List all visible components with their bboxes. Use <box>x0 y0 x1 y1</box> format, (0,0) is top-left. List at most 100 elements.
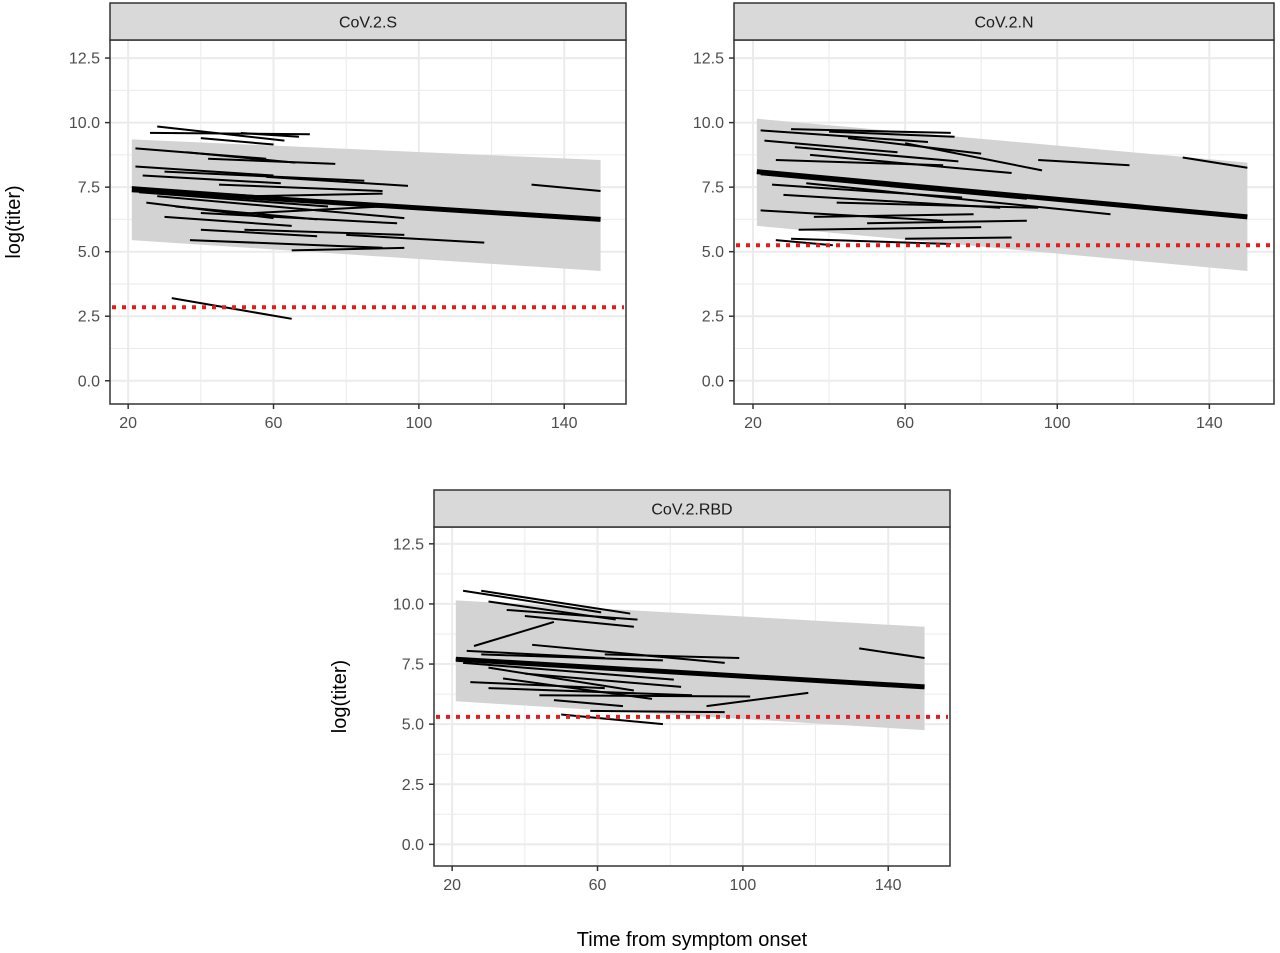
x-tick-label: 20 <box>119 415 137 432</box>
y-tick-label: 12.5 <box>693 51 724 68</box>
trajectory-line <box>791 128 951 134</box>
trajectory-line <box>867 219 1027 225</box>
x-tick-label: 100 <box>1044 415 1071 432</box>
trajectory-line <box>809 153 1012 174</box>
individual-trajectories <box>760 128 1248 247</box>
trajectory-line <box>208 157 336 165</box>
y-tick-label: 7.5 <box>702 180 724 197</box>
trajectory-line <box>590 709 725 714</box>
facet-title: CoV.2.N <box>975 15 1034 32</box>
y-tick-label: 0.0 <box>78 373 100 390</box>
y-tick-label: 5.0 <box>402 717 424 734</box>
panel-2: CoV.2.N 0.0 2.5 5.0 7.5 10.0 12.5 20 60 100 140 <box>693 2 1275 432</box>
x-tick-label: 140 <box>1196 415 1223 432</box>
y-tick-label: 7.5 <box>78 180 100 197</box>
trajectory-line <box>806 182 1111 216</box>
trajectory-line <box>706 691 809 708</box>
trajectory-line <box>488 687 693 697</box>
population-fit-line <box>131 187 601 222</box>
trajectory-line <box>531 183 601 193</box>
trajectory-line <box>764 139 898 154</box>
y-tick-label: 10.0 <box>69 115 100 132</box>
trajectory-line <box>553 699 624 708</box>
trajectory-line <box>200 137 274 146</box>
trajectory-line <box>481 653 663 662</box>
y-tick-label: 12.5 <box>393 536 424 553</box>
prediction-ribbon <box>455 600 925 731</box>
y-tick-label: 2.5 <box>702 309 724 326</box>
trajectory-line <box>149 131 310 136</box>
trajectory-line <box>218 183 383 193</box>
trajectory-line <box>171 297 292 320</box>
trajectory-line <box>798 226 982 231</box>
panel-3: CoV.2.RBD 0.0 2.5 5.0 7.5 10.0 12.5 20 60 100 140 l… <box>329 489 951 894</box>
trajectory-line <box>859 647 925 660</box>
x-tick-label: 60 <box>265 415 283 432</box>
x-tick-label: 20 <box>443 877 461 894</box>
population-fit-line <box>455 656 925 690</box>
trajectory-line <box>836 201 1039 209</box>
y-tick-label: 0.0 <box>402 837 424 854</box>
trajectory-line <box>904 142 1043 172</box>
trajectory-line <box>604 653 740 660</box>
panel-1: CoV.2.S 0.0 2.5 5.0 7.5 10.0 12.5 20 60 100 140 log… <box>3 2 627 432</box>
trajectory-line <box>229 205 383 216</box>
x-tick-label: 100 <box>406 415 433 432</box>
trajectory-line <box>189 239 383 249</box>
facet-title: CoV.2.S <box>339 15 397 32</box>
trajectory-line <box>164 170 365 182</box>
trajectory-line <box>135 165 274 177</box>
trajectory-line <box>142 174 281 185</box>
trajectory-line <box>462 589 602 614</box>
trajectory-line <box>760 129 929 143</box>
trajectory-line <box>470 681 605 690</box>
trajectory-line <box>244 228 405 236</box>
y-tick-label: 10.0 <box>693 115 724 132</box>
y-tick-label: 2.5 <box>402 777 424 794</box>
trajectory-line <box>524 614 634 628</box>
y-axis-title: log(titer) <box>329 660 351 733</box>
trajectory-line <box>473 621 555 647</box>
trajectory-line <box>794 146 959 163</box>
trajectory-line <box>791 237 951 245</box>
trajectory-line <box>539 694 751 698</box>
x-tick-label: 140 <box>875 877 902 894</box>
trajectory-line <box>1038 159 1130 167</box>
x-tick-label: 20 <box>744 415 762 432</box>
y-tick-label: 7.5 <box>402 657 424 674</box>
facet-title: CoV.2.RBD <box>651 502 732 519</box>
y-tick-label: 5.0 <box>78 244 100 261</box>
trajectory-line <box>506 608 638 621</box>
x-tick-label: 60 <box>896 415 914 432</box>
y-tick-label: 2.5 <box>78 309 100 326</box>
x-tick-label: 100 <box>730 877 757 894</box>
trajectory-line <box>255 192 383 198</box>
population-fit-line <box>756 169 1248 220</box>
trajectory-line <box>532 643 725 664</box>
x-axis-title: Time from symptom onset <box>577 929 808 951</box>
trajectory-line <box>524 672 682 688</box>
trajectory-line <box>775 239 833 247</box>
y-axis-title: log(titer) <box>3 185 25 258</box>
trajectory-line <box>813 213 974 218</box>
trajectory-line <box>462 661 674 681</box>
trajectory-line <box>1182 156 1248 169</box>
facet-strip <box>109 2 627 41</box>
trajectory-line <box>481 589 631 615</box>
trajectory-line <box>266 175 409 187</box>
y-tick-label: 0.0 <box>702 373 724 390</box>
trajectory-line <box>488 666 635 692</box>
x-tick-label: 60 <box>589 877 607 894</box>
trajectory-line <box>164 215 292 227</box>
y-tick-label: 5.0 <box>702 244 724 261</box>
trajectory-line <box>905 236 1012 240</box>
y-tick-label: 12.5 <box>69 51 100 68</box>
y-tick-label: 10.0 <box>393 596 424 613</box>
trajectory-line <box>240 131 300 138</box>
trajectory-line <box>291 246 405 252</box>
individual-trajectories <box>131 125 601 320</box>
trajectory-line <box>157 195 405 220</box>
trajectory-line <box>200 228 318 238</box>
facet-strip <box>433 489 951 528</box>
